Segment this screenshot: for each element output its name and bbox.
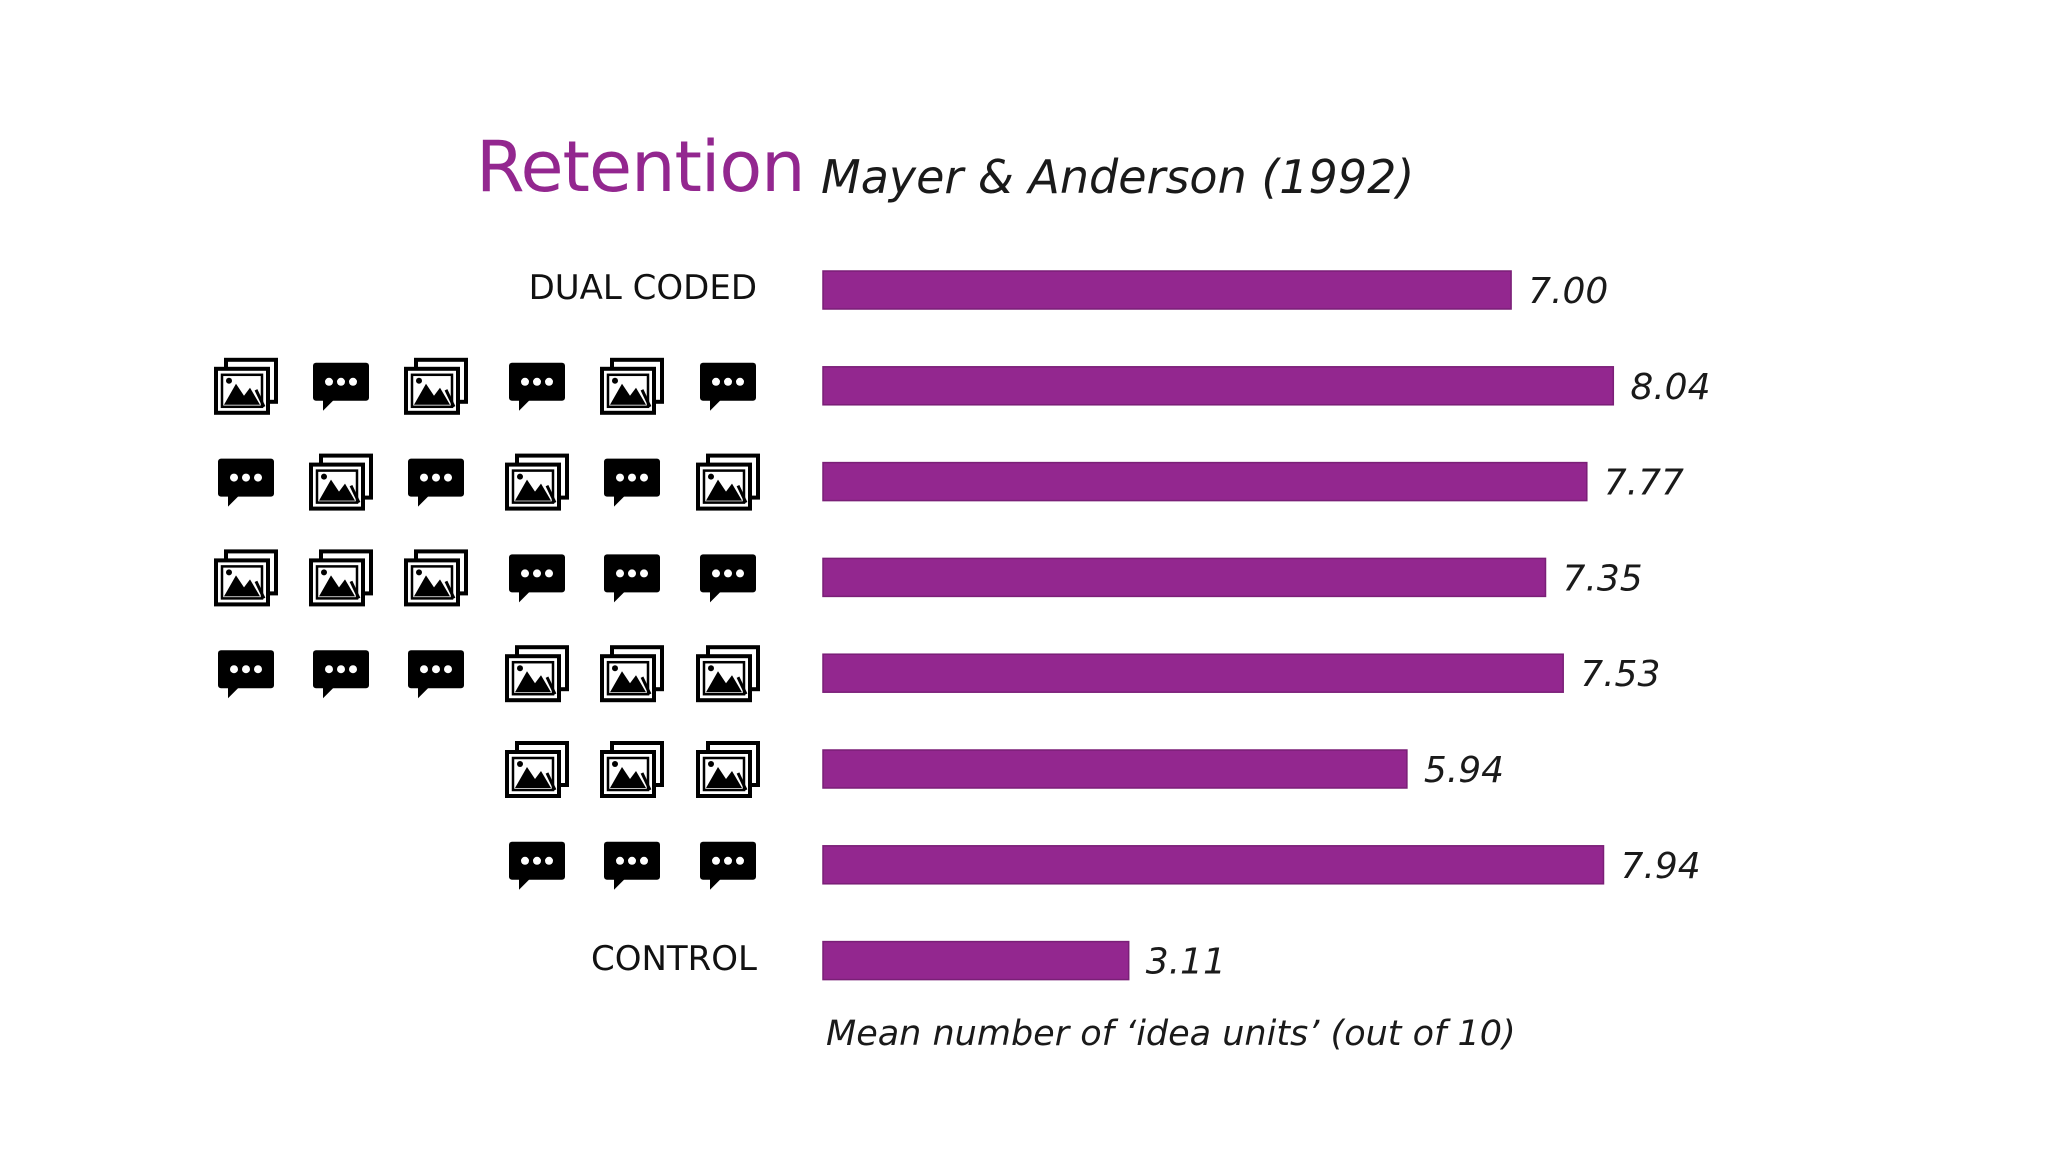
bar-value-label-1: 8.04 xyxy=(1630,367,1710,408)
image-stack-icon xyxy=(505,741,569,798)
chart-title: Retention xyxy=(476,126,806,208)
image-stack-icon xyxy=(214,357,278,415)
bar-value-label-6: 7.94 xyxy=(1621,846,1701,887)
speech-bubble-icon xyxy=(313,362,369,411)
image-stack-icon xyxy=(404,549,468,607)
speech-bubble-icon xyxy=(604,458,660,507)
bar-1 xyxy=(822,366,1615,406)
speech-bubble-icon xyxy=(604,841,660,890)
speech-bubble-icon xyxy=(700,554,756,603)
chart-subtitle: Mayer & Anderson (1992) xyxy=(821,150,1415,204)
image-stack-icon xyxy=(696,645,760,703)
speech-bubble-icon xyxy=(313,650,369,699)
bar-value-label-7: 3.11 xyxy=(1146,942,1226,983)
x-axis-caption: Mean number of ‘idea units’ (out of 10) xyxy=(826,1014,1516,1054)
bar-7 xyxy=(822,940,1130,981)
row-label-7: CONTROL xyxy=(590,938,757,979)
speech-bubble-icon xyxy=(509,362,565,411)
image-stack-icon xyxy=(404,357,468,415)
image-stack-icon xyxy=(309,453,373,511)
bar-value-label-3: 7.35 xyxy=(1563,558,1643,599)
image-stack-icon xyxy=(505,645,569,703)
speech-bubble-icon xyxy=(604,554,660,603)
speech-bubble-icon xyxy=(218,458,274,507)
speech-bubble-icon xyxy=(700,841,756,890)
image-stack-icon xyxy=(214,549,278,607)
bar-value-label-4: 7.53 xyxy=(1580,654,1660,695)
image-stack-icon xyxy=(600,741,664,798)
bar-6 xyxy=(822,845,1605,885)
image-stack-icon xyxy=(600,357,664,415)
speech-bubble-icon xyxy=(700,362,756,411)
image-stack-icon xyxy=(505,453,569,511)
speech-bubble-icon xyxy=(509,841,565,890)
speech-bubble-icon xyxy=(218,650,274,699)
speech-bubble-icon xyxy=(509,554,565,603)
bar-3 xyxy=(822,557,1547,598)
speech-bubble-icon xyxy=(408,650,464,699)
bar-5 xyxy=(822,749,1408,789)
image-stack-icon xyxy=(696,453,760,511)
image-stack-icon xyxy=(309,549,373,607)
bar-4 xyxy=(822,653,1564,693)
row-label-0: DUAL CODED xyxy=(528,268,757,308)
bar-value-label-0: 7.00 xyxy=(1528,271,1608,312)
bar-0 xyxy=(822,270,1512,310)
image-stack-icon xyxy=(600,645,664,703)
bar-2 xyxy=(822,461,1588,502)
image-stack-icon xyxy=(696,741,760,798)
speech-bubble-icon xyxy=(408,458,464,507)
bar-value-label-5: 5.94 xyxy=(1424,750,1504,791)
bar-value-label-2: 7.77 xyxy=(1604,463,1684,504)
